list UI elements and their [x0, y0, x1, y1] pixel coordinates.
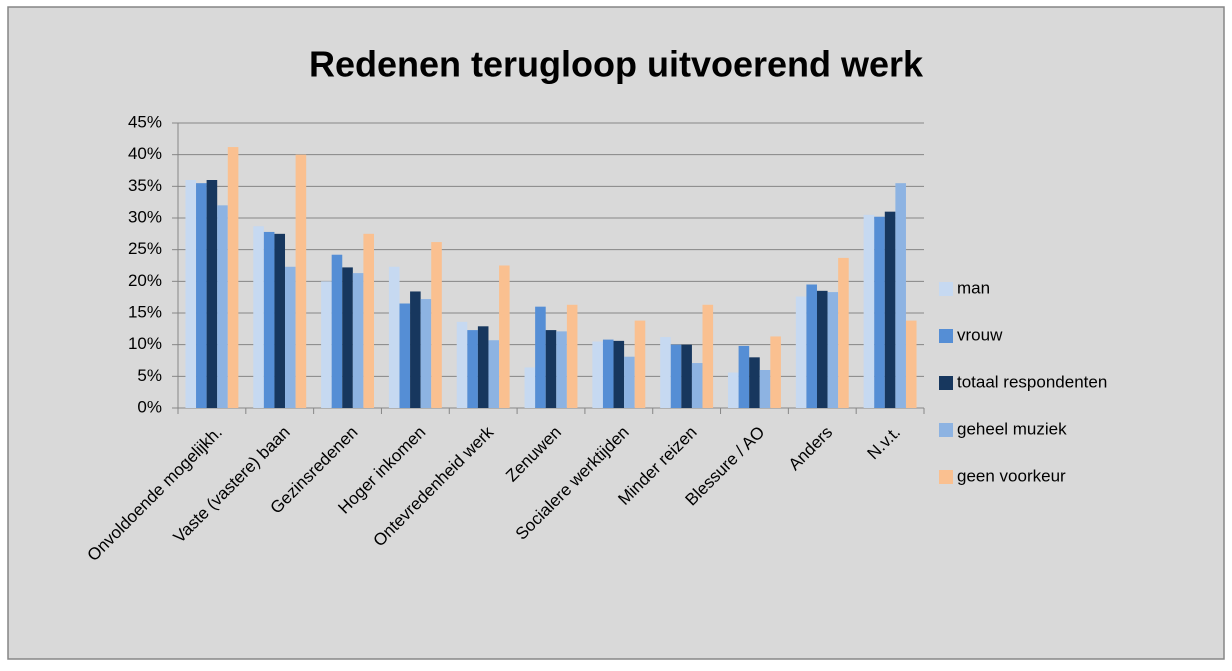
- bar: [895, 183, 906, 408]
- bar: [295, 154, 307, 408]
- bar: [253, 226, 264, 408]
- legend-swatch: [939, 282, 953, 296]
- bar: [196, 183, 207, 408]
- bar: [556, 331, 567, 408]
- bar: [728, 372, 739, 408]
- bar: [624, 356, 635, 408]
- bar: [660, 337, 671, 408]
- bar: [388, 266, 400, 408]
- y-tick-label: 15%: [128, 302, 162, 321]
- bar: [545, 330, 557, 408]
- bar: [467, 330, 478, 408]
- bar: [420, 299, 432, 408]
- legend-label: totaal respondenten: [957, 372, 1107, 391]
- legend-label: geheel muziek: [957, 419, 1067, 438]
- bar: [499, 265, 510, 408]
- bar: [185, 180, 197, 408]
- bar: [874, 216, 885, 408]
- legend-label: man: [957, 278, 990, 297]
- bar: [827, 292, 839, 408]
- bar: [342, 267, 353, 408]
- y-tick-label: 35%: [128, 176, 162, 195]
- bar: [702, 304, 714, 408]
- legend-label: vrouw: [957, 325, 1003, 344]
- bar: [770, 336, 781, 408]
- bar: [456, 321, 468, 408]
- y-tick-label: 40%: [128, 144, 162, 163]
- bar: [217, 205, 228, 408]
- bar: [274, 233, 286, 408]
- legend-swatch: [939, 470, 953, 484]
- legend-swatch: [939, 376, 953, 390]
- bar: [681, 344, 692, 408]
- bar: [670, 344, 682, 408]
- bar: [884, 211, 896, 408]
- bar: [227, 147, 239, 409]
- bar: [806, 284, 817, 408]
- bar: [634, 320, 646, 408]
- y-tick-label: 0%: [137, 397, 162, 416]
- bar: [592, 341, 603, 408]
- bar: [399, 303, 411, 408]
- y-tick-label: 30%: [128, 207, 162, 226]
- bar: [331, 254, 343, 408]
- bar: [602, 339, 614, 408]
- chart-title: Redenen terugloop uitvoerend werk: [309, 44, 924, 85]
- bar: [749, 357, 760, 408]
- bar: [206, 180, 218, 408]
- legend-swatch: [939, 329, 953, 343]
- y-tick-label: 45%: [128, 112, 162, 131]
- bar: [263, 231, 275, 408]
- bar: [477, 326, 489, 408]
- legend-swatch: [939, 423, 953, 437]
- bar: [524, 367, 536, 408]
- bar: [488, 340, 500, 408]
- bar: [838, 257, 849, 408]
- bar: [759, 370, 771, 408]
- bar: [431, 242, 442, 408]
- bar: [738, 345, 750, 408]
- bar: [691, 363, 703, 408]
- bar: [321, 281, 332, 408]
- bar: [816, 290, 828, 408]
- y-tick-label: 25%: [128, 239, 162, 258]
- bar: [613, 340, 625, 408]
- bar: [863, 214, 875, 408]
- bar: [535, 306, 546, 408]
- bar: [795, 296, 807, 408]
- bar: [566, 304, 578, 408]
- bar: [352, 273, 364, 408]
- bar: [285, 266, 296, 408]
- bar: [410, 291, 421, 408]
- bar: [905, 320, 917, 408]
- legend-label: geen voorkeur: [957, 466, 1066, 485]
- y-tick-label: 5%: [137, 366, 162, 385]
- y-tick-label: 20%: [128, 271, 162, 290]
- y-tick-label: 10%: [128, 334, 162, 353]
- bar: [363, 233, 374, 408]
